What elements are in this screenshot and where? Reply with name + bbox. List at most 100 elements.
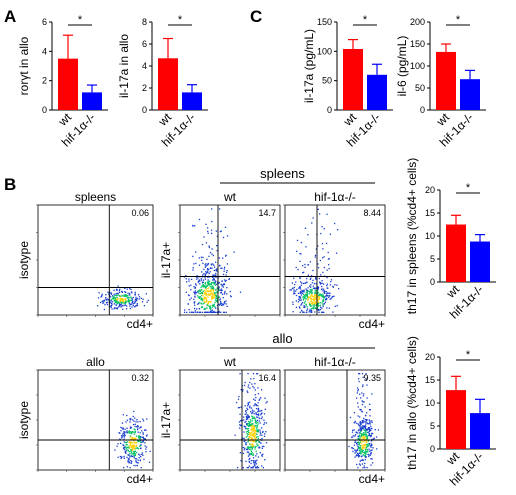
event-dot	[257, 423, 259, 425]
event-dot	[196, 295, 199, 297]
event-dot	[246, 418, 249, 420]
event-dot	[137, 437, 140, 439]
event-dot	[322, 271, 324, 274]
event-dot	[257, 421, 259, 424]
event-dot	[135, 438, 137, 440]
event-dot	[207, 276, 209, 278]
event-dot	[365, 453, 367, 455]
event-dot	[118, 290, 121, 292]
event-dot	[353, 444, 356, 446]
significance-marker: *	[363, 14, 368, 26]
event-dot	[207, 271, 209, 274]
event-dot	[320, 311, 323, 313]
event-dot	[205, 296, 207, 299]
event-dot	[218, 303, 220, 306]
event-dot	[369, 423, 371, 425]
event-dot	[260, 413, 263, 415]
event-dot	[261, 434, 263, 436]
event-dot	[230, 295, 232, 298]
event-dot	[117, 294, 119, 296]
event-dot	[319, 302, 322, 304]
event-dot	[359, 460, 361, 462]
event-dot	[209, 301, 211, 303]
event-dot	[366, 436, 369, 439]
event-dot	[239, 424, 241, 426]
event-dot	[190, 278, 193, 281]
event-dot	[356, 449, 358, 452]
event-dot	[359, 430, 361, 432]
event-dot	[298, 287, 300, 289]
event-dot	[219, 289, 222, 291]
event-dot	[319, 308, 322, 311]
event-dot	[193, 311, 195, 313]
event-dot	[355, 431, 357, 433]
event-dot	[311, 292, 313, 294]
group-title: allo	[220, 331, 375, 349]
event-dot	[128, 445, 131, 447]
event-dot	[365, 434, 368, 436]
event-dot	[262, 453, 264, 456]
significance-marker: *	[466, 349, 471, 361]
event-dot	[247, 423, 249, 425]
event-dot	[131, 442, 133, 444]
event-dot	[241, 390, 244, 392]
event-dot	[138, 296, 141, 298]
event-dot	[146, 434, 148, 436]
event-dot	[194, 283, 197, 285]
event-dot	[189, 311, 191, 313]
event-dot	[133, 454, 135, 456]
event-dot	[356, 432, 359, 434]
event-dot	[317, 287, 319, 289]
event-dot	[300, 291, 302, 294]
event-dot	[247, 438, 249, 440]
event-dot	[250, 462, 252, 465]
event-dot	[197, 277, 199, 279]
event-dot	[212, 285, 214, 287]
event-dot	[205, 298, 208, 301]
event-dot	[320, 274, 322, 276]
event-dot	[200, 297, 202, 299]
event-dot	[138, 436, 140, 438]
event-dot	[360, 429, 363, 431]
event-dot	[133, 445, 135, 447]
event-dot	[319, 259, 322, 262]
event-dot	[259, 434, 261, 436]
flow-plots: 0.06spleensisotypecd4+14.7wtil-17a+8.44h…	[17, 166, 386, 486]
event-dot	[243, 431, 245, 433]
event-dot	[218, 289, 220, 291]
event-dot	[122, 428, 124, 430]
event-dot	[130, 450, 132, 452]
panel-label-c: C	[250, 7, 262, 26]
event-dot	[370, 464, 372, 466]
event-dot	[211, 285, 213, 287]
event-dot	[128, 454, 130, 456]
event-dot	[130, 303, 132, 306]
event-dot	[134, 454, 137, 457]
event-dot	[105, 294, 107, 296]
event-dot	[221, 280, 223, 282]
event-dot	[303, 289, 305, 291]
event-dot	[250, 407, 253, 409]
event-dot	[328, 294, 331, 297]
event-dot	[134, 298, 137, 301]
event-dot	[322, 257, 324, 259]
event-dot	[317, 286, 320, 289]
event-dot	[310, 293, 313, 296]
event-dot	[201, 295, 203, 297]
event-dot	[356, 402, 359, 404]
event-dot	[358, 444, 360, 446]
event-dot	[253, 412, 255, 415]
event-dot	[368, 433, 371, 436]
event-dot	[248, 422, 250, 424]
event-dot	[102, 302, 105, 304]
y-tick-label: 10	[425, 231, 435, 241]
event-dot	[307, 234, 309, 236]
event-dot	[364, 426, 366, 429]
event-dot	[247, 384, 250, 386]
event-dot	[134, 425, 136, 428]
event-dot	[368, 454, 370, 456]
event-dot	[198, 297, 201, 299]
event-dot	[322, 311, 324, 313]
y-tick-label: 10	[425, 398, 435, 408]
event-dot	[247, 417, 249, 419]
